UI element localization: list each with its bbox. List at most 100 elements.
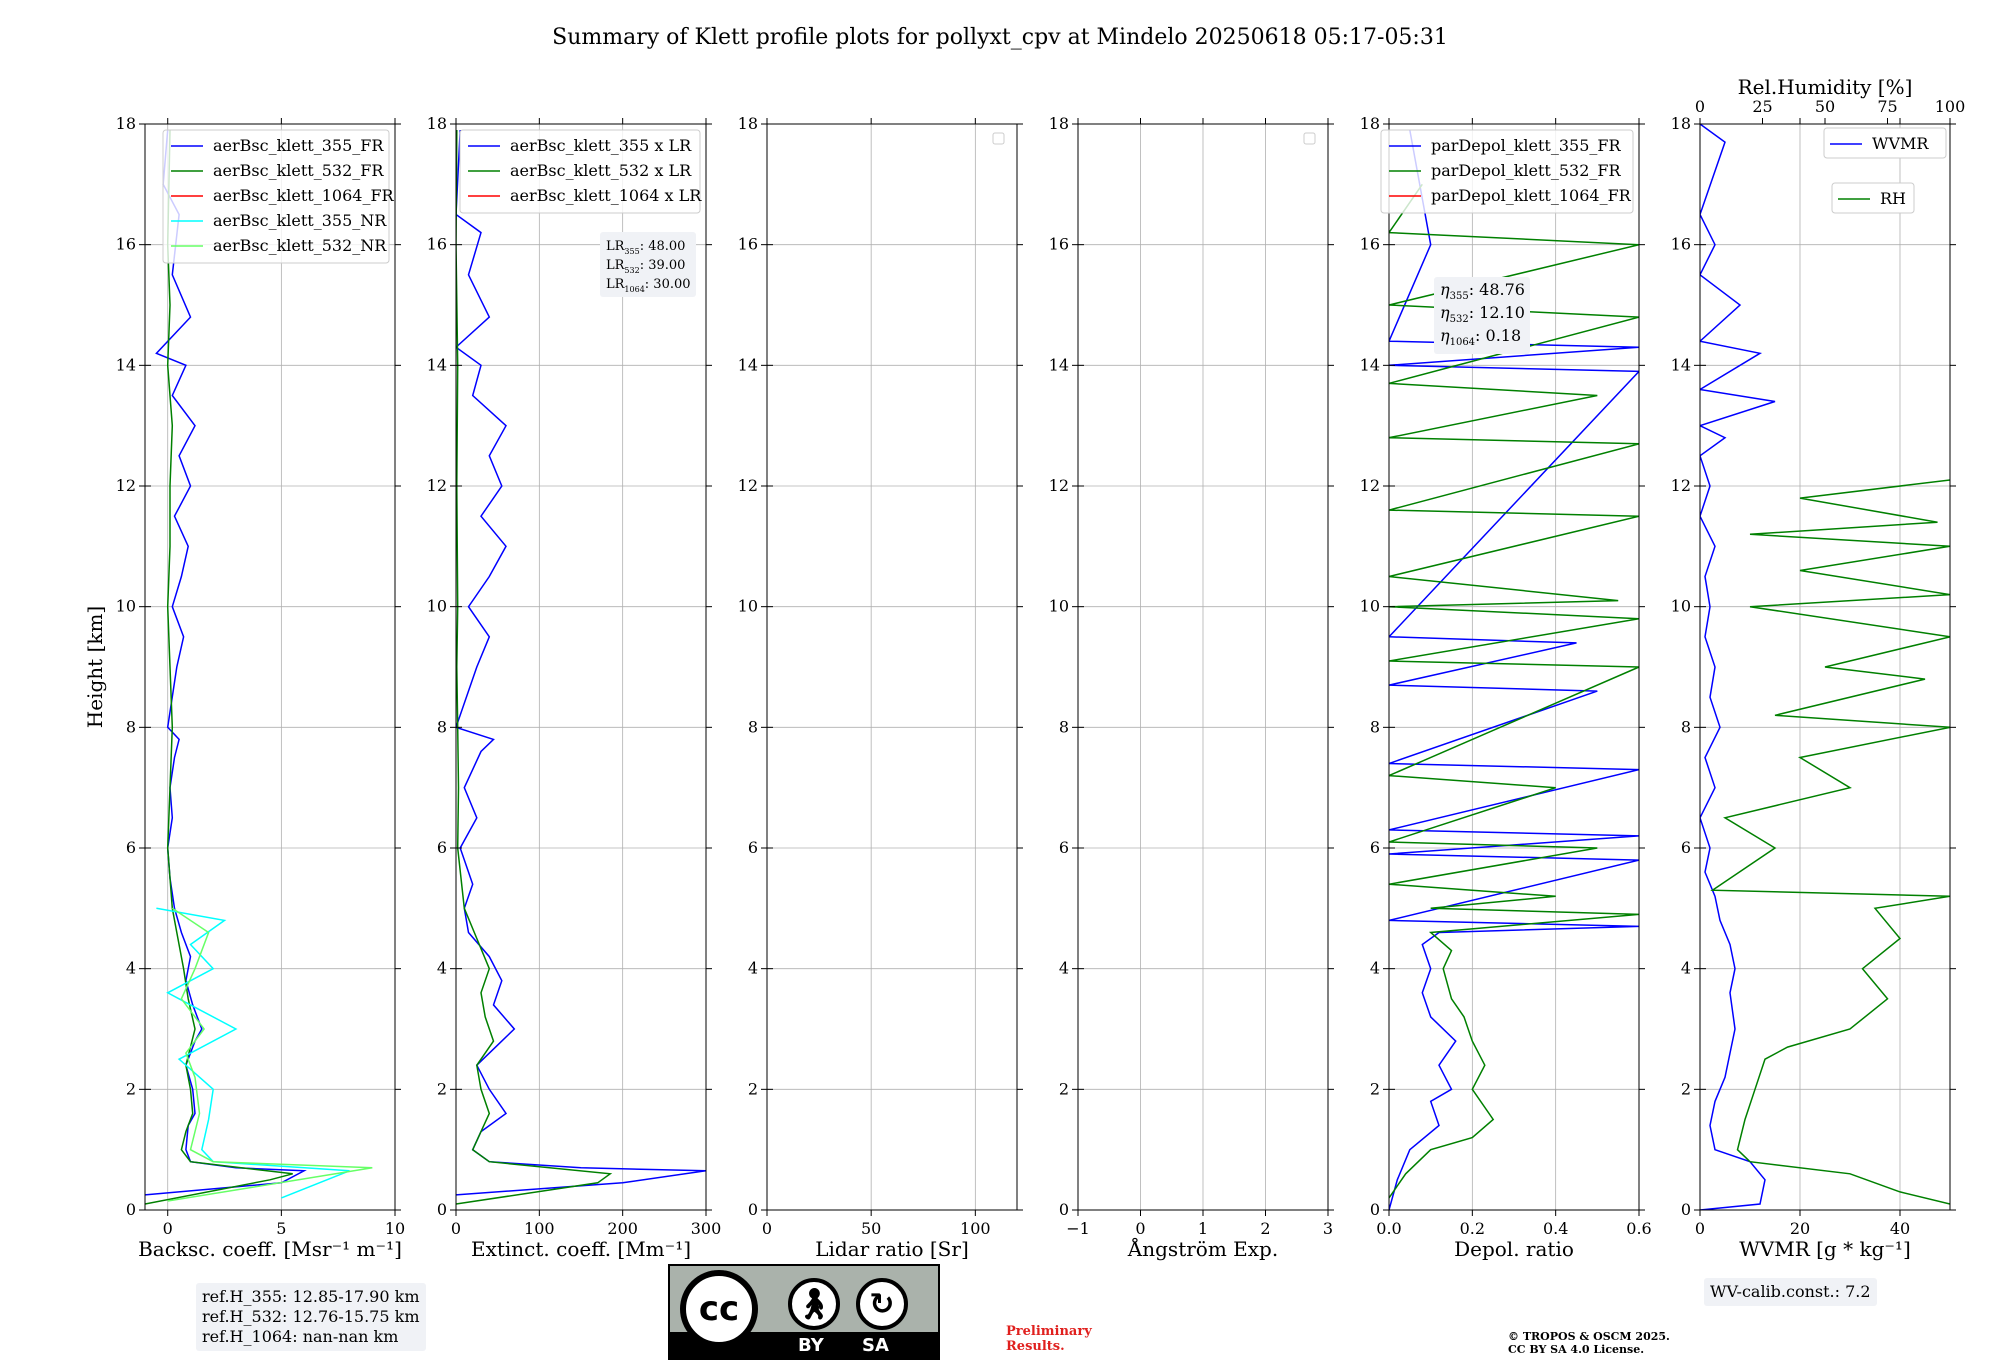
y-tick-label: 6 <box>437 838 447 857</box>
series-line-aerBsc_klett_532_FR <box>145 129 293 1205</box>
annotation-text: η355: 48.76 <box>1440 280 1525 302</box>
x-tick-label: 0.0 <box>1376 1219 1401 1238</box>
legend-frame <box>1380 129 1634 214</box>
legend-entry: aerBsc_klett_355_NR <box>213 211 387 230</box>
y-tick-label: 18 <box>1671 114 1691 133</box>
x-tick-label: 0 <box>163 1219 173 1238</box>
y-tick-label: 4 <box>1681 959 1691 978</box>
legend-frame <box>162 129 390 264</box>
x-axis-label: Lidar ratio [Sr] <box>815 1237 969 1261</box>
legend-frame <box>459 129 701 214</box>
person-icon: 🚶︎ <box>788 1278 840 1330</box>
x-tick-label: 100 <box>524 1219 555 1238</box>
y-tick-label: 18 <box>1360 114 1380 133</box>
series-line-aerBsc_klett_532 x LR <box>456 129 613 1205</box>
y-tick-label: 14 <box>738 355 758 374</box>
reference-height-box: ref.H_355: 12.85-17.90 km ref.H_532: 12.… <box>196 1283 426 1351</box>
y-tick-label: 8 <box>748 717 758 736</box>
y-tick-label: 10 <box>1671 597 1691 616</box>
axes-frame <box>1388 123 1640 1211</box>
series-line-aerBsc_klett_355_NR <box>156 907 350 1199</box>
legend-entry: RH <box>1880 189 1906 208</box>
y-tick-label: 8 <box>1370 717 1380 736</box>
x-tick-label: 0 <box>1695 1219 1705 1238</box>
copyright-line-2: CC BY SA 4.0 License. <box>1508 1343 1645 1356</box>
x-axis-label: Depol. ratio <box>1454 1237 1574 1261</box>
x-axis-label: Extinct. coeff. [Mm⁻¹] <box>471 1237 691 1261</box>
legend-frame <box>1823 127 1947 159</box>
x2-axis-label: Rel.Humidity [%] <box>1738 75 1913 99</box>
y-tick-label: 6 <box>1370 838 1380 857</box>
panel-5: 0 2 4 6 8 10 12 14 16 18 0.0 0.2 0.4 0.6 Depol. ratio p… <box>1360 114 1652 1261</box>
legend-entry: aerBsc_klett_532_FR <box>213 161 384 180</box>
legend-frame <box>1831 182 1915 214</box>
y-tick-label: 0 <box>748 1200 758 1219</box>
y-tick-label: 10 <box>738 597 758 616</box>
y-tick-label: 16 <box>1049 235 1069 254</box>
x-tick-label: 0 <box>451 1219 461 1238</box>
preliminary-line-1: Preliminary <box>1006 1324 1092 1339</box>
y-axis-label: Height [km] <box>83 606 107 728</box>
legend-entry: aerBsc_klett_355_FR <box>213 136 384 155</box>
annotation-text: LR355: 48.00 <box>606 239 685 256</box>
y-tick-label: 6 <box>748 838 758 857</box>
y-tick-label: 18 <box>116 114 136 133</box>
x-axis-label: Backsc. coeff. [Msr⁻¹ m⁻¹] <box>138 1237 402 1261</box>
annotation-text: η1064: 0.18 <box>1440 326 1521 348</box>
preliminary-note: Preliminary Results. <box>1006 1324 1092 1354</box>
x-tick-label: 100 <box>960 1219 991 1238</box>
preliminary-line-2: Results. <box>1006 1339 1065 1354</box>
x2-tick-label: 25 <box>1752 97 1772 116</box>
series-line-aerBsc_klett_355 x LR <box>456 129 706 1196</box>
annotation-text: LR532: 39.00 <box>606 258 685 275</box>
y-tick-label: 0 <box>126 1200 136 1219</box>
series-group <box>1389 129 1639 1210</box>
y-tick-label: 8 <box>1059 717 1069 736</box>
y-tick-label: 2 <box>1370 1079 1380 1098</box>
x-tick-label: 50 <box>861 1219 881 1238</box>
legend-entry: aerBsc_klett_355 x LR <box>510 136 692 155</box>
x-tick-label: 0.6 <box>1626 1219 1651 1238</box>
x2-tick-label: 100 <box>1935 97 1966 116</box>
y-tick-label: 14 <box>116 355 136 374</box>
y-tick-label: 0 <box>1370 1200 1380 1219</box>
y-tick-label: 6 <box>1059 838 1069 857</box>
y-tick-label: 14 <box>1049 355 1069 374</box>
legend-entry: parDepol_klett_532_FR <box>1431 161 1622 180</box>
y-tick-label: 14 <box>1671 355 1691 374</box>
y-tick-label: 2 <box>437 1079 447 1098</box>
x-tick-label: 20 <box>1790 1219 1810 1238</box>
series-group <box>456 129 706 1205</box>
y-tick-label: 16 <box>427 235 447 254</box>
cc-logo-text: cc <box>698 1289 740 1329</box>
y-tick-label: 4 <box>126 959 136 978</box>
series-line-aerBsc_klett_532_NR <box>167 907 373 1202</box>
x-tick-label: 0 <box>1135 1219 1145 1238</box>
y-tick-label: 6 <box>126 838 136 857</box>
y-tick-label: 6 <box>1681 838 1691 857</box>
axes-frame <box>766 123 1018 1211</box>
x-tick-label: 200 <box>607 1219 638 1238</box>
y-tick-label: 10 <box>1049 597 1069 616</box>
y-tick-label: 2 <box>1681 1079 1691 1098</box>
y-tick-label: 12 <box>738 476 758 495</box>
x-axis-label: WVMR [g * kg⁻¹] <box>1739 1237 1911 1261</box>
series-group <box>1700 124 1950 1210</box>
legend-entry: WVMR <box>1872 134 1929 153</box>
x-tick-label: 300 <box>691 1219 722 1238</box>
x2-tick-label: 75 <box>1877 97 1897 116</box>
legend-entry: parDepol_klett_355_FR <box>1431 136 1622 155</box>
legend-entry: parDepol_klett_1064_FR <box>1431 186 1632 205</box>
y-tick-label: 0 <box>1681 1200 1691 1219</box>
axes-frame <box>455 123 707 1211</box>
figure-title: Summary of Klett profile plots for polly… <box>552 25 1448 50</box>
ref-h-532: ref.H_532: 12.76-15.75 km <box>202 1307 420 1326</box>
y-tick-label: 18 <box>1049 114 1069 133</box>
copyright-line-1: © TROPOS & OSCM 2025. <box>1508 1330 1670 1343</box>
axes-frame <box>144 123 396 1211</box>
y-tick-label: 18 <box>427 114 447 133</box>
